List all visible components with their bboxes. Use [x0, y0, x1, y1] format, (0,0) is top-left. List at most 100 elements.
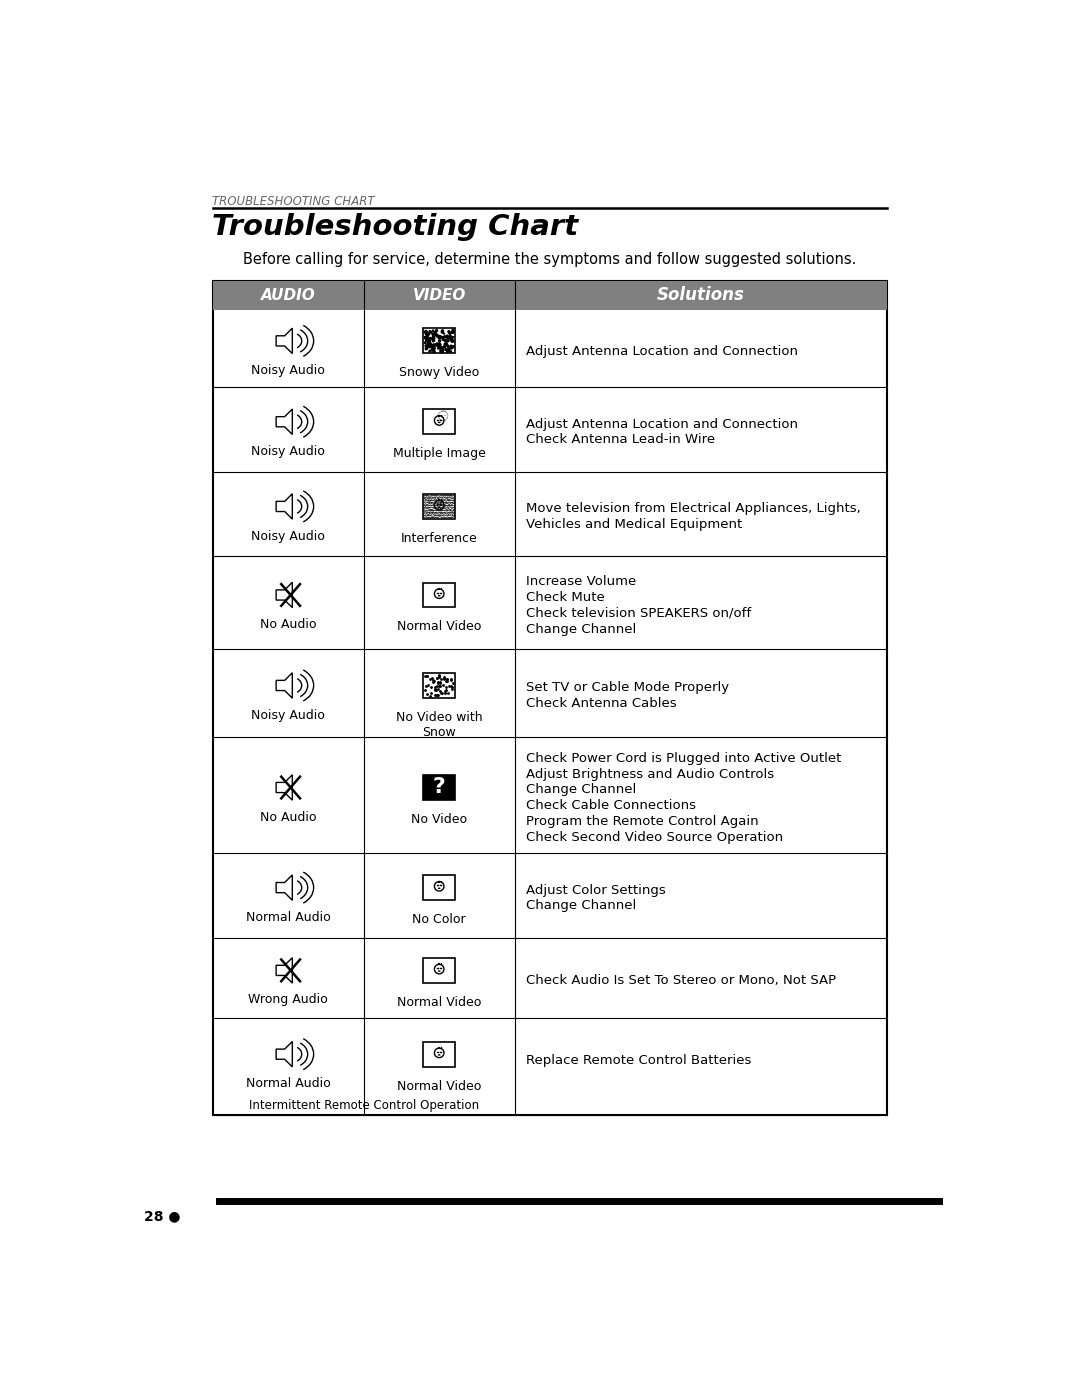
- Polygon shape: [276, 775, 293, 800]
- Text: Normal Video: Normal Video: [397, 996, 482, 1009]
- Text: Check Mute: Check Mute: [526, 591, 605, 604]
- Point: [423, 335, 441, 358]
- Point: [431, 675, 448, 697]
- Point: [417, 331, 434, 353]
- Point: [437, 679, 455, 701]
- Point: [424, 326, 442, 348]
- Point: [419, 323, 436, 345]
- Bar: [423, 875, 456, 900]
- Text: Noisy Audio: Noisy Audio: [252, 708, 325, 722]
- Point: [441, 338, 458, 360]
- Polygon shape: [276, 1042, 293, 1067]
- Point: [431, 334, 448, 356]
- Point: [426, 338, 443, 360]
- Point: [431, 671, 448, 693]
- Point: [426, 334, 443, 356]
- Text: Intermittent Remote Control Operation: Intermittent Remote Control Operation: [248, 1098, 478, 1112]
- Text: Change Channel: Change Channel: [526, 784, 636, 796]
- Point: [420, 330, 437, 352]
- Point: [434, 321, 451, 344]
- Point: [442, 341, 459, 363]
- Point: [420, 673, 437, 696]
- Text: Replace Remote Control Batteries: Replace Remote Control Batteries: [526, 1055, 752, 1067]
- Point: [421, 327, 438, 349]
- Point: [438, 327, 456, 349]
- Point: [418, 330, 435, 352]
- Text: Check television SPEAKERS on/off: Check television SPEAKERS on/off: [526, 606, 752, 620]
- Point: [440, 682, 457, 704]
- Polygon shape: [276, 875, 293, 900]
- Point: [434, 326, 451, 348]
- Bar: [213, 281, 887, 310]
- Point: [444, 319, 461, 341]
- Point: [442, 327, 459, 349]
- Point: [426, 338, 443, 360]
- Point: [430, 335, 447, 358]
- Point: [436, 682, 454, 704]
- Text: Check Antenna Lead-in Wire: Check Antenna Lead-in Wire: [526, 433, 715, 447]
- Bar: [213, 648, 887, 738]
- Point: [434, 338, 451, 360]
- Point: [424, 335, 442, 358]
- Point: [431, 664, 448, 686]
- Point: [421, 334, 438, 356]
- Point: [442, 335, 459, 358]
- Bar: [423, 1042, 456, 1066]
- Polygon shape: [276, 409, 293, 434]
- Bar: [423, 495, 456, 518]
- Point: [431, 330, 448, 352]
- Point: [426, 341, 443, 363]
- Point: [433, 327, 450, 349]
- Bar: [423, 775, 455, 799]
- Point: [437, 676, 455, 698]
- Point: [433, 682, 450, 704]
- Point: [436, 666, 454, 689]
- Point: [436, 330, 454, 352]
- Point: [420, 335, 437, 358]
- Point: [437, 332, 455, 355]
- Point: [435, 323, 453, 345]
- Bar: [213, 937, 887, 1018]
- Point: [435, 666, 453, 689]
- Point: [438, 339, 456, 362]
- Point: [442, 326, 459, 348]
- Point: [436, 335, 454, 358]
- Text: 28 ●: 28 ●: [145, 1210, 180, 1224]
- Point: [432, 335, 449, 358]
- Bar: [213, 1018, 887, 1115]
- Bar: [213, 472, 887, 556]
- Point: [421, 328, 438, 351]
- Point: [442, 321, 459, 344]
- Point: [434, 328, 451, 351]
- Text: No Video: No Video: [411, 813, 468, 826]
- Point: [443, 337, 460, 359]
- Point: [422, 668, 440, 690]
- Bar: [213, 854, 887, 937]
- Text: No Audio: No Audio: [260, 617, 316, 631]
- Point: [421, 321, 438, 344]
- Text: Adjust Color Settings: Adjust Color Settings: [526, 883, 666, 897]
- Point: [426, 327, 443, 349]
- Point: [429, 683, 446, 705]
- Point: [444, 330, 461, 352]
- Text: Wrong Audio: Wrong Audio: [248, 993, 328, 1006]
- Point: [422, 321, 440, 344]
- Point: [445, 672, 462, 694]
- Point: [428, 332, 445, 355]
- Point: [433, 338, 450, 360]
- Bar: [423, 958, 456, 982]
- Text: No Video with
Snow: No Video with Snow: [396, 711, 483, 739]
- Point: [429, 324, 446, 346]
- Point: [432, 680, 449, 703]
- Point: [443, 328, 460, 351]
- Point: [421, 332, 438, 355]
- Point: [428, 320, 445, 342]
- Point: [433, 341, 450, 363]
- Point: [422, 334, 440, 356]
- Point: [426, 337, 443, 359]
- Text: Noisy Audio: Noisy Audio: [252, 365, 325, 377]
- Point: [434, 337, 451, 359]
- Point: [436, 680, 454, 703]
- Bar: [213, 281, 887, 1115]
- Text: ?: ?: [433, 778, 446, 798]
